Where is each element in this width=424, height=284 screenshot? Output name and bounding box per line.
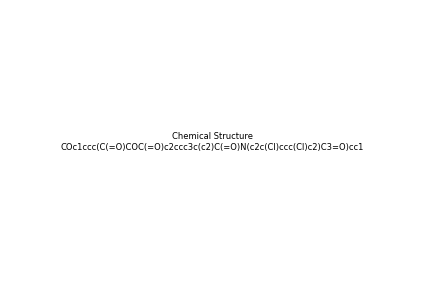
Text: Chemical Structure
COc1ccc(C(=O)COC(=O)c2ccc3c(c2)C(=O)N(c2c(Cl)ccc(Cl)c2)C3=O)c: Chemical Structure COc1ccc(C(=O)COC(=O)c… — [60, 132, 364, 152]
